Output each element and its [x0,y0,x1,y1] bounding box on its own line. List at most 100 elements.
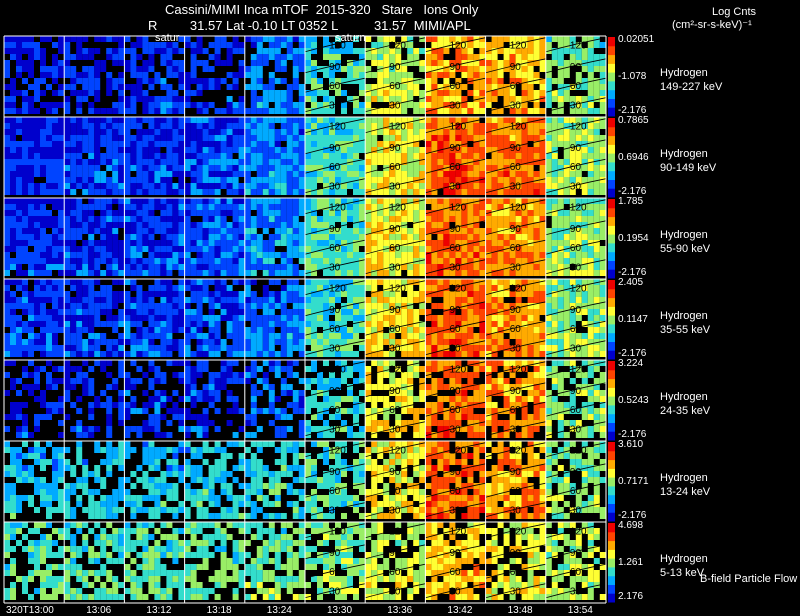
heatmap-cell [64,414,70,420]
heatmap-cell [570,135,576,141]
heatmap-cell [275,117,281,123]
heatmap-cell [323,258,329,264]
heatmap-cell [383,339,389,345]
heatmap-cell [118,123,124,129]
heatmap-cell [10,198,16,204]
heatmap-cell [347,252,353,258]
colorbar-segment [608,289,615,298]
heatmap-cell [76,165,82,171]
heatmap-cell [281,327,287,333]
heatmap-cell [425,177,431,183]
heatmap-cell [124,228,130,234]
heatmap-cell [160,177,166,183]
heatmap-cell [28,351,34,357]
heatmap-cell [486,204,492,210]
heatmap-cell [293,108,299,114]
heatmap-cell [106,414,112,420]
heatmap-cell [251,303,257,309]
heatmap-cell [479,234,485,240]
heatmap-cell [124,351,130,357]
heatmap-cell [118,129,124,135]
heatmap-cell [70,351,76,357]
heatmap-cell [486,279,492,285]
heatmap-cell [52,102,58,108]
heatmap-cell [588,129,594,135]
heatmap-cell [467,108,473,114]
heatmap-cell [16,315,22,321]
heatmap-cell [377,222,383,228]
heatmap-cell [263,270,269,276]
heatmap-cell [112,117,118,123]
heatmap-cell [564,153,570,159]
heatmap-cell [154,177,160,183]
heatmap-cell [359,123,365,129]
heatmap-cell [263,123,269,129]
heatmap-cell [353,228,359,234]
heatmap-cell [100,66,106,72]
heatmap-cell [467,48,473,54]
heatmap-cell [479,351,485,357]
heatmap-cell [419,153,425,159]
heatmap-cell [16,153,22,159]
heatmap-cell [359,309,365,315]
heatmap-cell [540,228,546,234]
heatmap-cell [467,216,473,222]
heatmap-cell [594,297,600,303]
heatmap-cell [293,285,299,291]
heatmap-cell [299,48,305,54]
heatmap-cell [16,246,22,252]
heatmap-cell [191,333,197,339]
heatmap-cell [94,258,100,264]
heatmap-cell [82,210,88,216]
heatmap-cell [383,96,389,102]
heatmap-cell [371,258,377,264]
heatmap-cell [34,54,40,60]
heatmap-cell [142,78,148,84]
heatmap-cell [16,141,22,147]
heatmap-cell [419,204,425,210]
heatmap-cell [564,333,570,339]
heatmap-cell [407,291,413,297]
heatmap-cell [257,42,263,48]
heatmap-cell [70,198,76,204]
heatmap-cell [233,252,239,258]
heatmap-cell [311,321,317,327]
heatmap-cell [479,165,485,171]
heatmap-cell [299,309,305,315]
heatmap-cell [136,129,142,135]
heatmap-cell [413,165,419,171]
heatmap-cell [154,72,160,78]
heatmap-cell [154,153,160,159]
heatmap-cell [305,42,311,48]
heatmap-cell [504,351,510,357]
heatmap-cell [251,96,257,102]
heatmap-cell [64,123,70,129]
heatmap-cell [377,252,383,258]
heatmap-cell [124,279,130,285]
contour-label: 120 [389,284,406,295]
heatmap-cell [28,321,34,327]
heatmap-cell [437,108,443,114]
heatmap-cell [461,270,467,276]
heatmap-cell [534,240,540,246]
heatmap-cell [245,309,251,315]
heatmap-cell [130,234,136,240]
heatmap-cell [455,54,461,60]
heatmap-cell [46,402,52,408]
heatmap-cell [473,246,479,252]
heatmap-cell [178,165,184,171]
heatmap-cell [215,108,221,114]
heatmap-cell [185,141,191,147]
heatmap-cell [443,210,449,216]
heatmap-cell [498,153,504,159]
heatmap-cell [221,291,227,297]
heatmap-cell [492,96,498,102]
heatmap-cell [142,246,148,252]
heatmap-cell [552,252,558,258]
heatmap-cell [185,315,191,321]
heatmap-cell [467,222,473,228]
heatmap-cell [413,327,419,333]
heatmap-cell [498,78,504,84]
heatmap-cell [58,246,64,252]
heatmap-cell [70,90,76,96]
